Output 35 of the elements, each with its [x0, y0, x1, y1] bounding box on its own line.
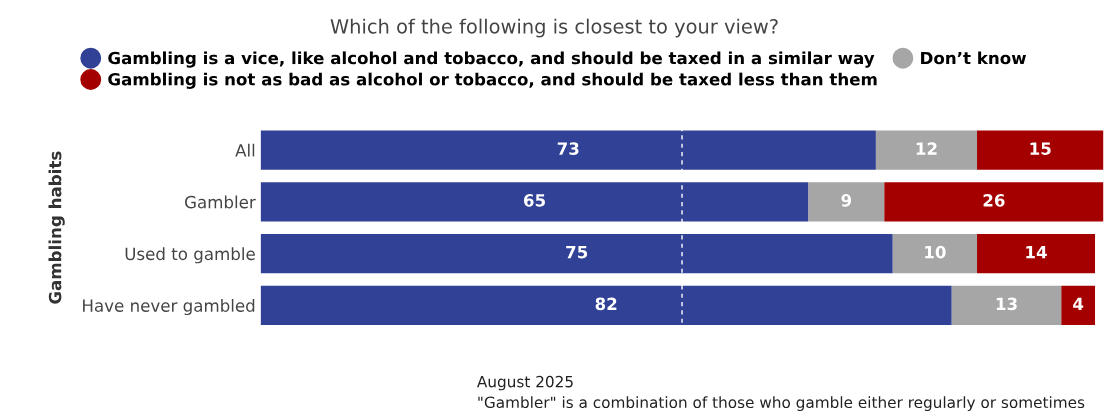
y-axis-title: Gambling habits [48, 151, 65, 304]
data-label: 12 [916, 142, 937, 155]
y-tick-label: All [235, 143, 255, 157]
y-tick-label: Used to gamble [125, 247, 255, 264]
bar [260, 130, 876, 170]
text: August 2025 [476, 375, 573, 391]
bar [808, 182, 885, 222]
y-tick-label: Have never gambled [83, 298, 255, 316]
data-label: 14 [1026, 246, 1047, 259]
legend-label: Gambling is a vice, like alcohol and tobacco, and should be taxed in a similar way [108, 51, 875, 68]
bar [977, 233, 1096, 274]
data-label: 9 [841, 194, 852, 207]
data-label: 75 [566, 246, 588, 259]
bar [977, 130, 1104, 170]
data-label: 13 [996, 297, 1017, 311]
data-label: 26 [983, 194, 1005, 207]
bar [1061, 285, 1096, 325]
data-label: 65 [523, 194, 545, 207]
y-tick-label: Gambler [185, 195, 256, 209]
bar [260, 285, 952, 325]
bar [875, 130, 978, 170]
data-label: 15 [1030, 142, 1051, 155]
text: "Gambler" is a combination of those who gamble either regularly or sometimes [478, 396, 1085, 412]
data-label: 82 [595, 297, 617, 311]
data-label: 10 [925, 245, 946, 259]
data-label: 73 [557, 142, 579, 155]
bar [260, 182, 809, 222]
legend-label: Gambling is not as bad as alcohol or tobacco, and should be taxed less than them [108, 72, 877, 89]
bar [892, 233, 978, 274]
chart-title: Which of the following is closest to your view? [330, 18, 778, 38]
bar [884, 182, 1104, 222]
legend-label: Don’t know [921, 51, 1027, 65]
bar [951, 285, 1062, 325]
data-label: 4 [1073, 297, 1084, 310]
bar [260, 233, 893, 274]
